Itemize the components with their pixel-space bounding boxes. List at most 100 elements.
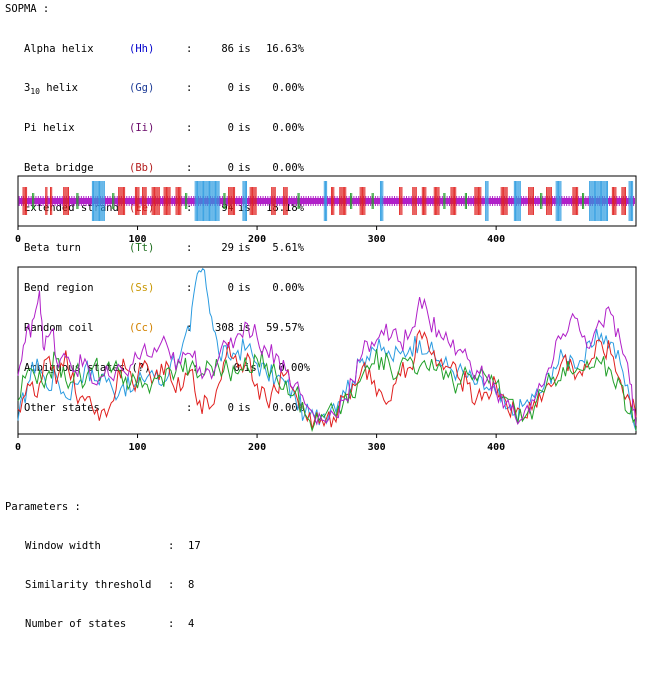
param-row: Window width : 17	[5, 540, 201, 553]
stat-colon: :	[186, 162, 193, 175]
strand-residue-bar	[342, 187, 344, 215]
stat-is: is	[238, 162, 251, 175]
helix-residue-bar	[631, 181, 632, 221]
strand-residue-bar	[24, 187, 26, 215]
helix-residue-bar	[486, 181, 488, 221]
turn-residue-bar	[113, 193, 115, 209]
helix-residue-bar	[210, 181, 212, 221]
helix-residue-bar	[597, 181, 599, 221]
stat-percent: 0.00%	[272, 122, 304, 135]
strand-residue-bar	[528, 187, 530, 215]
helix-residue-bar	[599, 181, 601, 221]
turn-residue-bar	[185, 193, 187, 209]
turn-residue-bar	[540, 193, 542, 209]
helix-residue-bar	[596, 181, 598, 221]
helix-residue-bar	[555, 181, 557, 221]
strand-residue-bar	[273, 187, 275, 215]
helix-residue-bar	[194, 181, 196, 221]
strand-residue-bar	[340, 187, 342, 215]
helix-residue-bar	[206, 181, 208, 221]
strand-residue-bar	[169, 187, 171, 215]
strand-residue-bar	[157, 187, 159, 215]
strand-residue-bar	[475, 187, 477, 215]
strand-residue-bar	[154, 187, 155, 215]
strand-residue-bar	[415, 187, 417, 215]
strand-residue-bar	[249, 187, 251, 215]
helix-residue-bar	[96, 181, 98, 221]
x-tick-label: 400	[487, 234, 505, 245]
strand-residue-bar	[501, 187, 503, 215]
strand-residue-bar	[506, 187, 508, 215]
strand-residue-bar	[425, 187, 427, 215]
strand-residue-bar	[137, 187, 139, 215]
helix-residue-bar	[515, 181, 516, 221]
stat-is: is	[238, 401, 251, 414]
helix-residue-bar	[212, 181, 214, 221]
strand-residue-bar	[549, 187, 551, 215]
stat-percent: 5.61%	[272, 242, 304, 255]
turn-residue-bar	[582, 193, 583, 209]
param-value: 17	[188, 540, 201, 552]
strand-residue-bar	[231, 187, 233, 215]
strand-residue-bar	[505, 187, 507, 215]
x-tick-label: 100	[129, 442, 147, 453]
strand-residue-bar	[450, 187, 452, 215]
strand-residue-bar	[330, 187, 332, 215]
helix-residue-bar	[243, 181, 245, 221]
strand-residue-bar	[500, 187, 502, 215]
stat-percent: 0.00%	[272, 162, 304, 175]
plot-frame	[17, 175, 637, 227]
helix-residue-bar	[607, 181, 609, 221]
turn-residue-bar	[443, 193, 445, 209]
strand-residue-bar	[550, 187, 552, 215]
strand-residue-bar	[614, 187, 616, 215]
stat-row-beta-turn: Beta turn (Tt) : 29 is 5.61%	[24, 242, 304, 255]
strand-residue-bar	[339, 187, 341, 215]
stat-row-310-helix: 310 helix (Gg) : 0 is 0.00%	[24, 82, 304, 96]
turn-residue-bar	[298, 193, 300, 209]
strand-residue-bar	[122, 187, 124, 215]
stat-row-random-coil: Random coil (Cc) : 308 is 59.57%	[24, 322, 304, 335]
param-row: Similarity threshold : 8	[5, 579, 194, 592]
strand-residue-bar	[455, 187, 457, 215]
param-value: 8	[188, 579, 195, 591]
strand-residue-bar	[177, 187, 179, 215]
strand-residue-bar	[118, 187, 120, 215]
stat-code: (Cc)	[129, 321, 155, 334]
helix-residue-bar	[207, 181, 209, 221]
strand-residue-bar	[26, 187, 28, 215]
helix-residue-bar	[325, 181, 326, 221]
strand-residue-bar	[474, 187, 476, 215]
x-tick-label: 0	[15, 234, 21, 245]
turn-residue-bar	[541, 193, 543, 209]
helix-residue-bar	[213, 181, 215, 221]
strand-residue-bar	[63, 187, 65, 215]
strand-residue-bar	[175, 187, 177, 215]
helix-residue-bar	[93, 181, 95, 221]
strand-residue-bar	[363, 187, 365, 215]
strand-residue-bar	[333, 187, 335, 215]
helix-residue-bar	[487, 181, 489, 221]
stat-name: Pi helix	[24, 122, 75, 135]
stat-is: is	[238, 242, 251, 255]
helix-residue-bar	[560, 181, 562, 221]
helix-residue-bar	[556, 181, 558, 221]
turn-residue-bar	[464, 193, 466, 209]
strand-residue-bar	[424, 187, 426, 215]
stat-is: is	[238, 82, 251, 95]
strand-residue-bar	[167, 187, 169, 215]
strand-residue-bar	[283, 187, 285, 215]
helix-residue-bar	[246, 181, 248, 221]
strand-residue-bar	[45, 187, 47, 215]
strand-residue-bar	[250, 187, 252, 215]
strand-residue-bar	[532, 187, 534, 215]
helix-residue-bar	[379, 181, 381, 221]
helix-residue-bar	[99, 181, 100, 221]
parameters-title: Parameters :	[5, 501, 81, 513]
strand-residue-bar	[574, 187, 576, 215]
stat-percent: 0.00%	[272, 401, 304, 414]
strand-residue-bar	[143, 187, 145, 215]
helix-residue-bar	[201, 181, 203, 221]
stat-code: (Ii)	[129, 122, 155, 135]
helix-residue-bar	[629, 181, 631, 221]
